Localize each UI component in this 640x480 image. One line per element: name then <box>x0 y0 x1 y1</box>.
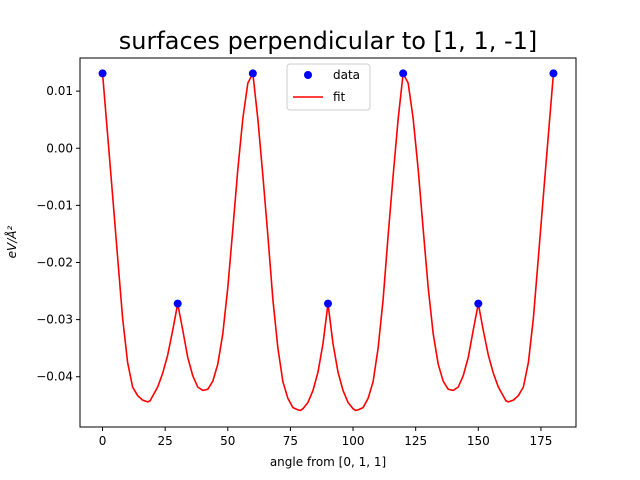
data-point <box>399 69 408 78</box>
x-axis-label: angle from [0, 1, 1] <box>270 455 386 469</box>
data-point <box>324 299 332 308</box>
data-point <box>474 299 483 308</box>
x-tick-label: 175 <box>529 434 552 448</box>
plot-frame <box>79 57 577 428</box>
x-tick-label: 25 <box>158 434 173 448</box>
y-tick-label: 0.01 <box>46 84 73 98</box>
y-tick-label: −0.03 <box>36 313 73 327</box>
y-tick-label: −0.04 <box>36 370 73 384</box>
legend-data-label: data <box>333 68 360 82</box>
y-axis-label: eV/Å² <box>4 225 19 258</box>
legend-data-marker <box>304 71 312 79</box>
x-tick-label: 75 <box>283 434 298 448</box>
x-tick-label: 125 <box>404 434 427 448</box>
legend-fit-label: fit <box>333 90 346 104</box>
x-tick-label: 0 <box>99 434 107 448</box>
y-tick-label: −0.02 <box>36 255 73 269</box>
chart-title: surfaces perpendicular to [1, 1, -1] <box>119 27 538 55</box>
x-tick-label: 150 <box>467 434 490 448</box>
fit-line <box>101 70 555 412</box>
data-point <box>173 299 182 308</box>
y-tick-label: 0.00 <box>46 141 73 155</box>
data-point <box>98 69 107 78</box>
data-point <box>549 69 558 78</box>
x-axis: 0 25 50 75 100 125 150 175 <box>99 427 552 448</box>
x-tick-label: 100 <box>342 434 365 448</box>
x-tick-label: 50 <box>220 434 235 448</box>
y-tick-label: −0.01 <box>36 198 73 212</box>
y-axis: 0.01 0.00 −0.01 −0.02 −0.03 −0.04 <box>36 84 80 384</box>
legend: data fit <box>286 63 371 111</box>
data-point <box>248 69 257 78</box>
